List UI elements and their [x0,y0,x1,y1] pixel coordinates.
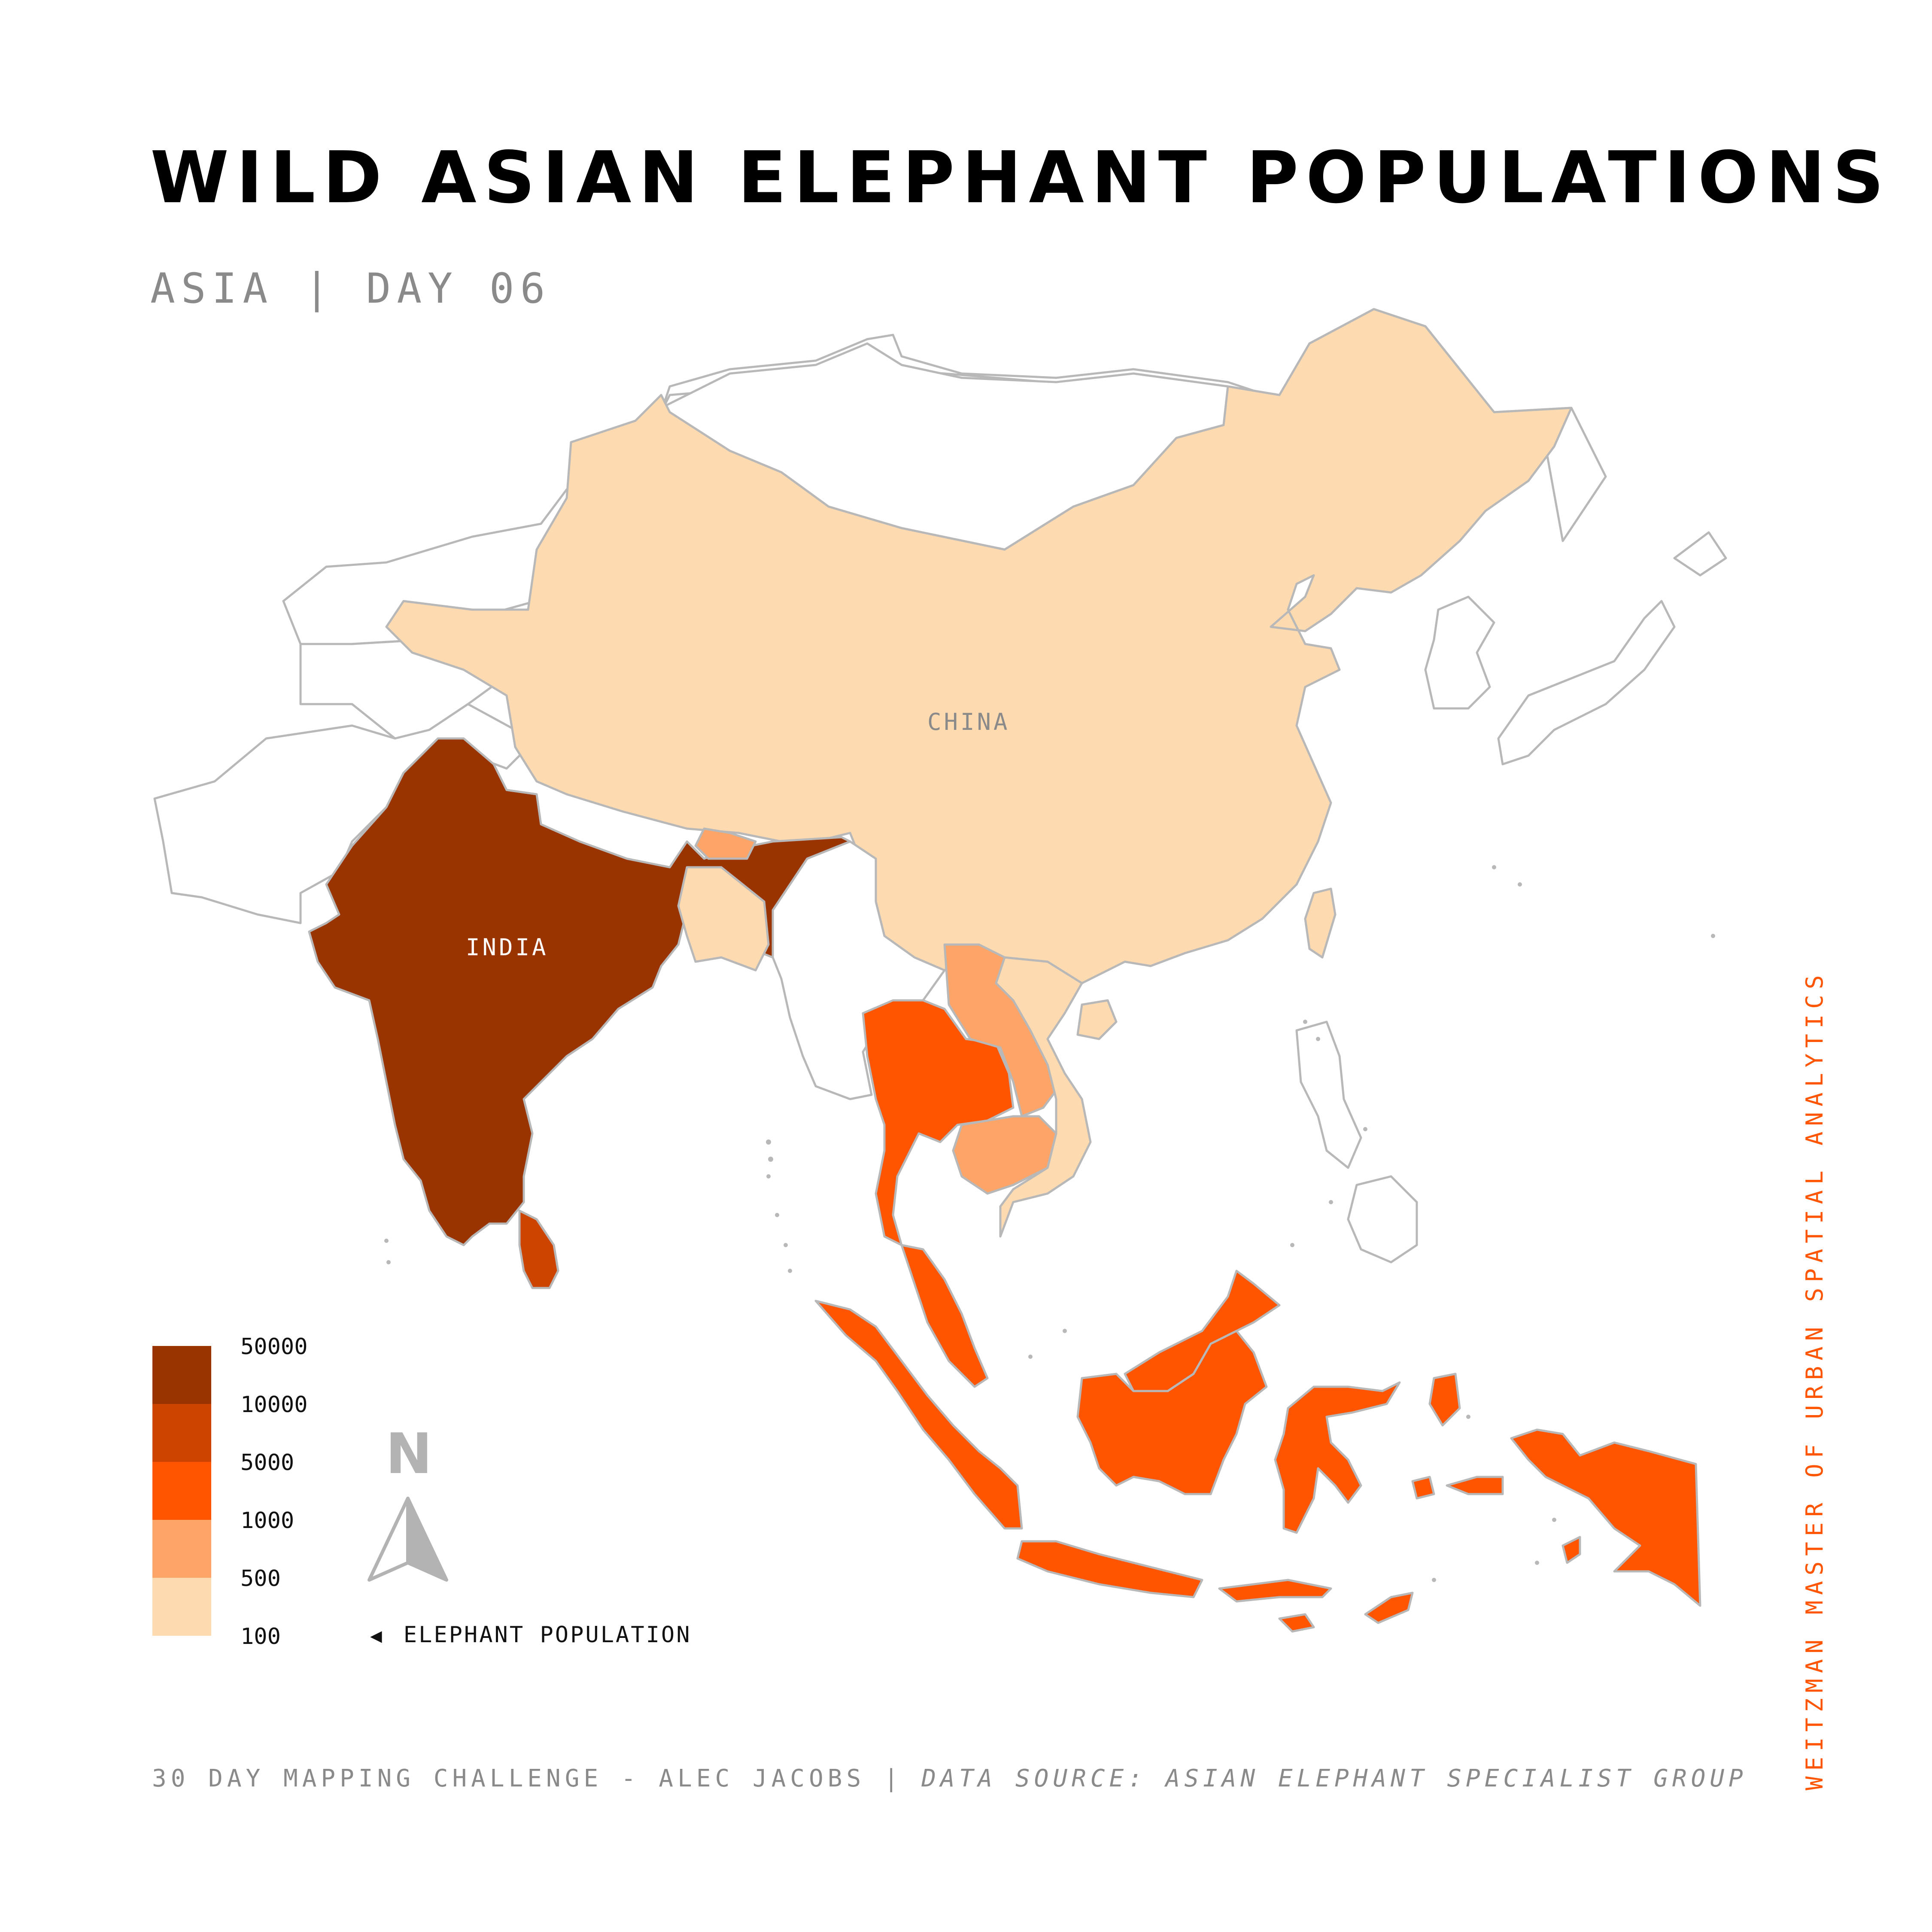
hokkaido-outline [1673,531,1727,577]
label-india: INDIA [466,934,549,961]
japan-outline [1497,600,1676,766]
country-sri-lanka [518,1209,559,1289]
country-bhutan [694,827,757,860]
legend-swatch-5 [152,1578,211,1636]
legend-title-text: ELEPHANT POPULATION [403,1622,692,1648]
country-indonesia-borneo [1076,1330,1268,1495]
korea-outline [1424,595,1495,710]
north-arrow-icon [368,1497,448,1582]
legend-swatch-4 [152,1520,211,1578]
legend-swatch-3 [152,1462,211,1520]
country-indonesia-papua [1510,1428,1701,1607]
legend-label-4: 1000 [240,1508,295,1534]
country-indonesia-halmahera [1561,1536,1581,1564]
legend-label-2: 10000 [240,1392,308,1418]
country-india [308,737,851,1246]
label-china: CHINA [927,708,1010,735]
country-thailand [862,999,1015,1246]
country-indonesia-sulawesi [1274,1381,1401,1534]
legend-swatch-1 [152,1346,211,1404]
arrow-left-icon: ◀ [370,1624,384,1647]
hainan-island [1076,999,1118,1040]
philippines-outline [1295,1021,1362,1169]
country-indonesia-lesser-sunda [1218,1579,1332,1603]
country-indonesia-flores [1278,1613,1315,1633]
footer-credit: 30 DAY MAPPING CHALLENGE - ALEC JACOBS |… [152,1765,1747,1792]
footer-source: DATA SOURCE: ASIAN ELEPHANT SPECIALIST G… [921,1765,1747,1792]
legend-swatch-2 [152,1404,211,1462]
map-legend: 50000 10000 5000 1000 500 100 [152,1334,453,1649]
country-indonesia-sumatra [814,1300,1023,1530]
minor-islands [384,865,1715,1582]
country-myanmar [772,840,946,1100]
map-subtitle: ASIA | DAY 06 [150,264,551,313]
mindanao-outline [1347,1175,1418,1264]
legend-label-3: 5000 [240,1450,295,1476]
country-indonesia-seram [1446,1476,1504,1495]
country-indonesia-timor [1364,1592,1414,1624]
legend-label-6: 100 [240,1624,281,1649]
legend-label-1: 50000 [240,1334,308,1360]
legend-label-5: 500 [240,1566,281,1592]
country-indonesia-moluccas [1428,1373,1461,1427]
side-label: WEITZMAN MASTER OF URBAN SPATIAL ANALYTI… [1801,969,1828,1790]
country-indonesia-java [1016,1540,1203,1598]
map-title: WILD ASIAN ELEPHANT POPULATIONS [150,137,1891,219]
taiwan-island [1304,887,1337,959]
footer-credit-text: 30 DAY MAPPING CHALLENGE - ALEC JACOBS | [152,1765,922,1792]
legend-title: ◀ ELEPHANT POPULATION [370,1622,692,1648]
country-bangladesh [677,866,770,972]
north-label: N [386,1421,432,1486]
country-malaysia-peninsula [900,1244,989,1388]
country-indonesia-buru [1411,1476,1435,1500]
country-vietnam [995,956,1092,1238]
